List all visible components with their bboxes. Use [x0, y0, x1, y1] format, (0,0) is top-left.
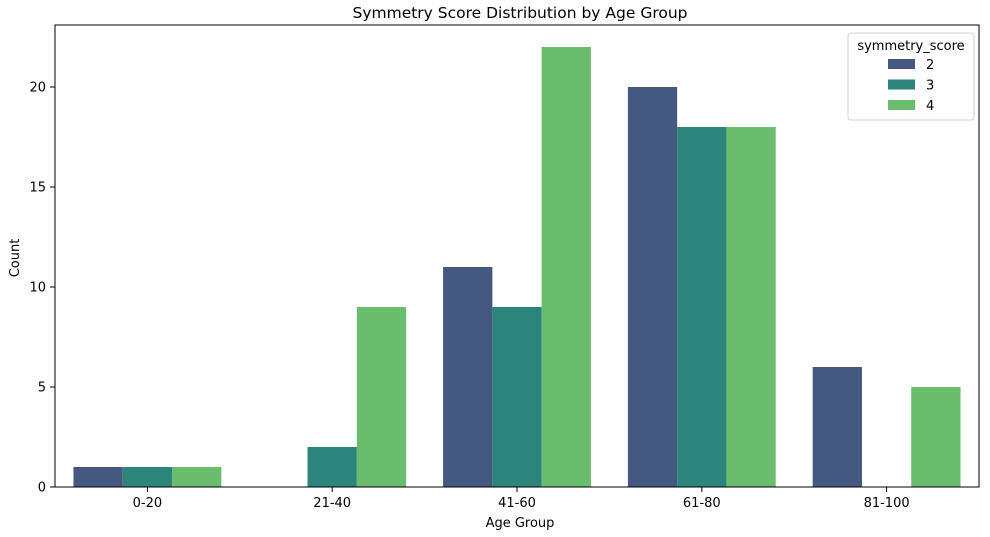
legend-swatch-2: [888, 59, 915, 69]
bar-0-20-score-2: [73, 467, 123, 487]
legend-swatch-4: [888, 100, 915, 110]
x-tick-label: 41-60: [498, 496, 536, 511]
bar-21-40-score-4: [356, 307, 407, 487]
y-tick-label: 20: [29, 81, 46, 96]
bar-61-80-score-4: [726, 127, 776, 487]
bar-61-80-score-3: [677, 127, 727, 487]
bar-41-60-score-4: [541, 47, 591, 487]
legend-box: [847, 32, 975, 121]
bar-41-60-score-3: [492, 307, 542, 487]
legend-title: symmetry_score: [857, 39, 964, 54]
legend-label-2: 2: [926, 58, 934, 73]
x-tick-label: 61-80: [683, 496, 721, 511]
bar-61-80-score-2: [627, 87, 678, 487]
chart-title: Symmetry Score Distribution by Age Group: [352, 4, 687, 22]
bar-0-20-score-4: [172, 467, 222, 487]
legend: symmetry_score 2 3 4: [847, 32, 975, 121]
y-tick-label: 0: [38, 481, 46, 496]
axes: 0 5 10 15 20 0-20 21-40 41-60 61-80 81-100: [29, 24, 980, 511]
bar-81-100-score-4: [911, 387, 961, 487]
y-axis-label: Count: [8, 239, 23, 278]
bar-0-20-score-3: [122, 467, 173, 487]
legend-label-3: 3: [926, 79, 934, 94]
bars: [73, 47, 961, 487]
legend-label-4: 4: [926, 99, 934, 114]
x-axis-label: Age Group: [486, 516, 555, 531]
bar-81-100-score-2: [812, 367, 862, 487]
legend-swatch-3: [888, 79, 915, 90]
bar-21-40-score-3: [307, 447, 357, 487]
x-tick-label: 21-40: [313, 496, 351, 511]
y-tick-label: 5: [38, 381, 46, 396]
x-tick-label: 81-100: [864, 496, 910, 511]
x-tick-label: 0-20: [133, 496, 163, 511]
y-tick-label: 10: [29, 281, 46, 296]
bar-41-60-score-2: [443, 267, 493, 487]
y-tick-label: 15: [29, 181, 46, 196]
